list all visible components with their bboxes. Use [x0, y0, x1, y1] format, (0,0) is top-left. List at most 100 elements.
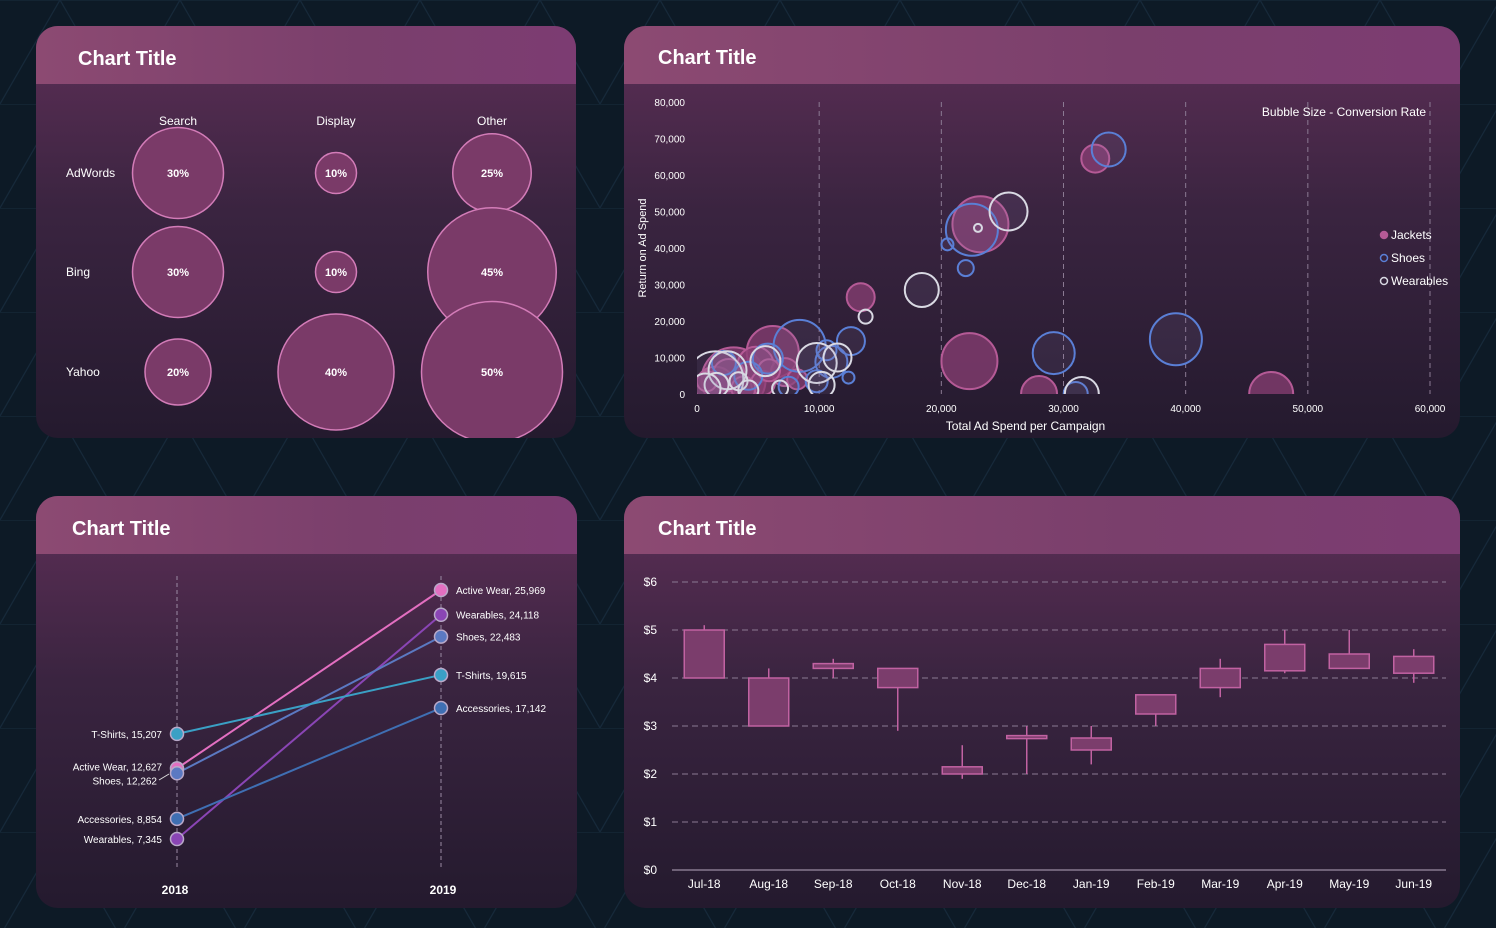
slope-label-left: Wearables, 7,345 — [84, 835, 163, 846]
scatter-bubble-wearables — [771, 379, 790, 394]
candle-y-tick: $6 — [644, 575, 658, 589]
scatter-y-tick: 80,000 — [654, 98, 685, 109]
scatter-legend-marker — [1379, 276, 1389, 286]
candle-x-tick: Nov-18 — [943, 877, 982, 891]
slope-label-left: Active Wear, 12,627 — [73, 762, 163, 773]
matrix-bubble — [131, 126, 225, 220]
slope-category-label: 2018 — [162, 883, 189, 897]
candle-x-tick: Feb-19 — [1137, 877, 1175, 891]
slope-panel-header — [36, 496, 577, 554]
scatter-legend-label: Wearables — [1391, 274, 1448, 288]
candle-y-tick: $2 — [644, 767, 658, 781]
candle-x-tick: Jul-18 — [688, 877, 721, 891]
candle-y-tick: $0 — [644, 863, 658, 877]
matrix-bubble-label: 10% — [325, 267, 347, 279]
matrix-panel: Chart Title Search Display Other AdWords 30%… — [36, 26, 576, 438]
candle-x-tick: Mar-19 — [1201, 877, 1239, 891]
matrix-bubble-label: 30% — [167, 168, 189, 180]
scatter-x-tick: 60,000 — [1415, 404, 1446, 415]
scatter-bubble-wearables — [903, 271, 940, 308]
scatter-bubble-jackets — [940, 332, 999, 391]
candle-chart: $0 $1 $2 $3 $4 $5 $6 Jul-18 Aug-18 Sep-18 Oct-18 No… — [644, 575, 1446, 891]
scatter-y-tick: 40,000 — [654, 244, 685, 255]
scatter-bubble-shoes — [1148, 312, 1203, 367]
slope-point — [433, 629, 449, 644]
candle-body — [941, 766, 983, 775]
candle-panel-header — [624, 496, 1460, 554]
candle-panel: Chart Title $0 $1 $2 $3 $4 $5 $6 Jul-18 Aug-18 Se… — [624, 496, 1460, 908]
candle-x-tick: Jun-19 — [1395, 877, 1432, 891]
scatter-legend-label: Shoes — [1391, 251, 1425, 265]
scatter-y-tick: 70,000 — [654, 135, 685, 146]
slope-line — [176, 673, 442, 735]
candle-x-tick: Oct-18 — [880, 877, 916, 891]
candle-x-tick: May-19 — [1329, 877, 1369, 891]
slope-point — [169, 811, 185, 827]
slope-panel: Chart Title 2018 2019 Active Wear, 12,627 A… — [36, 496, 577, 908]
scatter-bubble-wearables — [822, 342, 853, 373]
candle-x-tick: Sep-18 — [814, 877, 853, 891]
scatter-x-axis-title: Total Ad Spend per Campaign — [946, 419, 1105, 433]
slope-label-right: Wearables, 24,118 — [456, 611, 539, 622]
matrix-bubble-label: 30% — [167, 267, 189, 279]
candle-x-tick: Aug-18 — [749, 877, 788, 891]
matrix-column-label: Display — [316, 114, 355, 128]
scatter-bubble-jackets — [845, 282, 876, 313]
slope-label-right: T-Shirts, 19,615 — [456, 671, 527, 682]
scatter-bubble-wearables — [807, 370, 836, 394]
matrix-bubble-label: 50% — [481, 367, 503, 379]
matrix-bubble — [131, 225, 225, 319]
slope-point — [169, 766, 185, 781]
scatter-bubble-shoes — [1090, 131, 1127, 168]
matrix-row-label: Bing — [66, 265, 90, 279]
candle-y-tick: $1 — [644, 815, 658, 829]
scatter-bubble-shoes — [956, 259, 975, 278]
scatter-legend-marker — [1379, 253, 1389, 263]
candle-body — [748, 677, 790, 727]
candle-body — [812, 662, 854, 670]
scatter-annotation: Bubble Size - Conversion Rate — [1262, 105, 1426, 119]
scatter-bubble-wearables — [988, 191, 1029, 232]
slope-label-left: Accessories, 8,854 — [78, 815, 163, 826]
scatter-bubble-shoes — [1031, 331, 1076, 376]
candle-body — [683, 629, 725, 679]
slope-leader-line — [158, 773, 170, 781]
slope-label-left: T-Shirts, 15,207 — [91, 730, 162, 741]
scatter-x-tick: 0 — [694, 404, 700, 415]
slope-point — [169, 726, 185, 742]
slope-label-left: Shoes, 12,262 — [93, 776, 158, 787]
scatter-bubble-shoes — [841, 370, 856, 385]
scatter-bubble-wearables — [737, 379, 760, 394]
scatter-x-tick: 10,000 — [804, 404, 835, 415]
matrix-bubble — [314, 250, 358, 294]
matrix-bubble-label: 20% — [167, 367, 189, 379]
candle-body — [1328, 653, 1370, 670]
slope-point — [433, 582, 449, 598]
slope-line — [176, 589, 442, 770]
scatter-y-tick: 60,000 — [654, 171, 685, 182]
candle-body — [877, 667, 919, 689]
scatter-bubble-jackets — [1248, 371, 1295, 394]
scatter-y-axis-title: Return on Ad Spend — [637, 198, 649, 297]
scatter-legend-label: Jackets — [1391, 228, 1432, 242]
candle-body — [1135, 694, 1177, 715]
matrix-row-label: AdWords — [66, 166, 115, 180]
candle-chart-title: Chart Title — [658, 518, 757, 540]
scatter-bubble-shoes — [940, 237, 955, 252]
scatter-chart: 0 10,000 20,000 30,000 40,000 50,000 60,000 0 10… — [637, 98, 1448, 433]
candle-body — [1006, 734, 1048, 740]
scatter-bubble-wearables — [857, 308, 874, 325]
slope-line — [176, 707, 442, 820]
scatter-y-tick: 50,000 — [654, 208, 685, 219]
scatter-y-tick: 30,000 — [654, 281, 685, 292]
scatter-x-tick: 30,000 — [1048, 404, 1079, 415]
scatter-bubble-wearables — [1063, 376, 1100, 394]
slope-point — [169, 831, 185, 847]
scatter-x-tick: 20,000 — [926, 404, 957, 415]
slope-point — [433, 667, 449, 683]
scatter-panel: Chart Title 0 10,000 20,000 30,000 40,000 50,… — [624, 26, 1460, 438]
scatter-bubble-shoes — [944, 202, 999, 257]
scatter-bubble-shoes — [1062, 381, 1089, 394]
slope-label-right: Active Wear, 25,969 — [456, 586, 546, 597]
candle-x-tick: Dec-18 — [1007, 877, 1046, 891]
